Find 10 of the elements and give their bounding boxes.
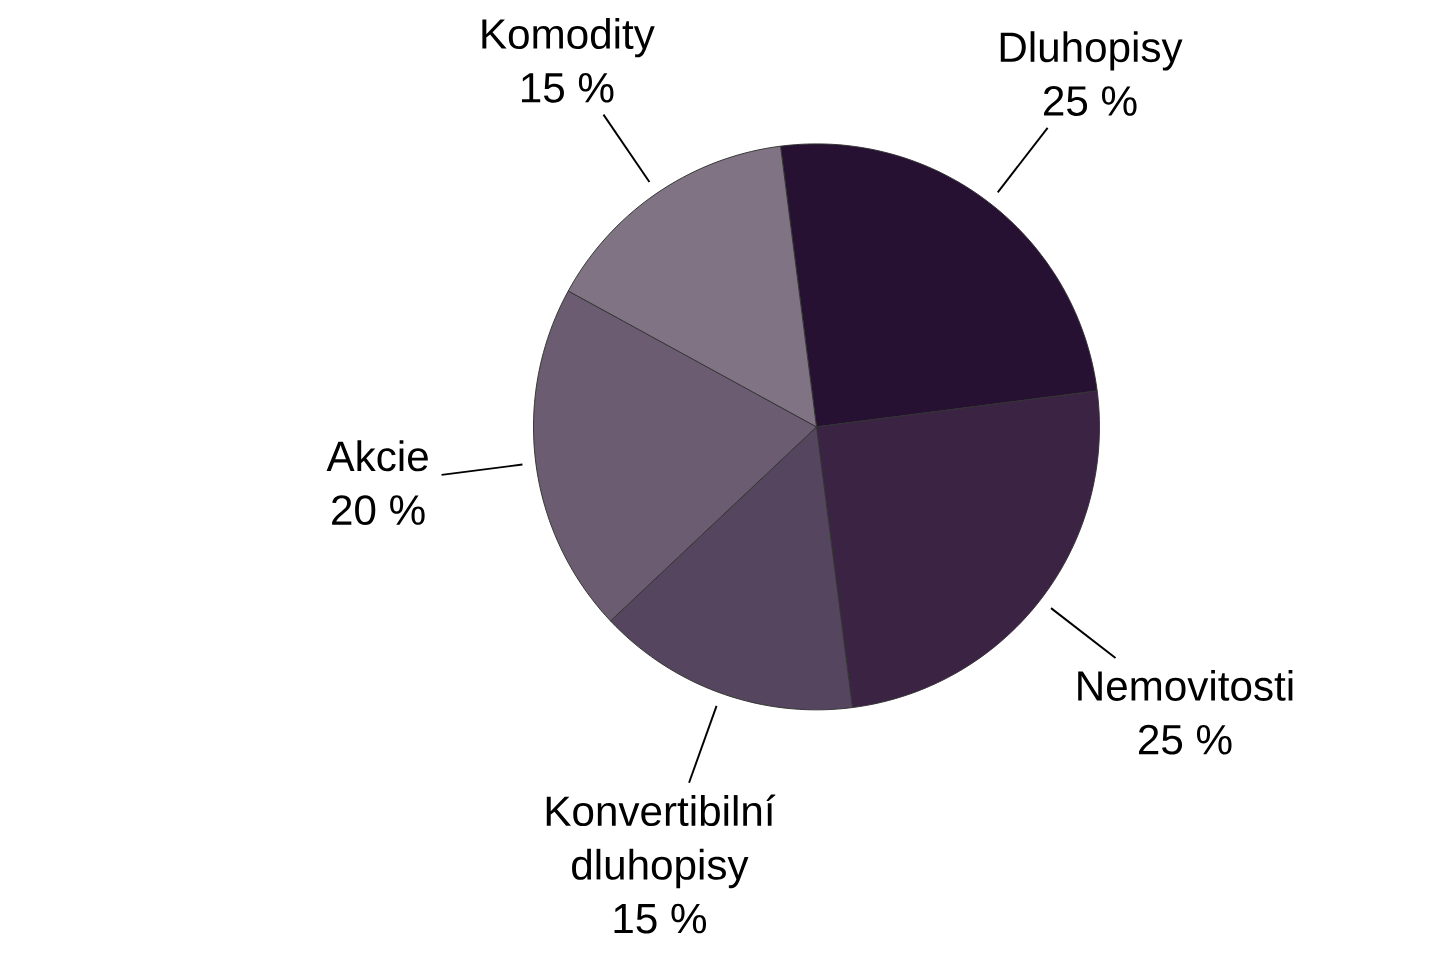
data-label: 20 % bbox=[332, 494, 425, 525]
data-label: 25 % bbox=[1044, 85, 1137, 116]
data-label: 15 % bbox=[614, 903, 707, 934]
slice-label: Nemovitosti bbox=[1078, 669, 1293, 701]
data-label: 15 % bbox=[522, 72, 614, 103]
slice-label: Konvertibilní dluhopisy bbox=[546, 794, 776, 888]
slice-label: Komodity bbox=[482, 17, 655, 58]
slice-label: Akcie bbox=[326, 440, 428, 472]
slice-label: Dluhopisy bbox=[1000, 31, 1183, 71]
data-label: 25 % bbox=[1139, 724, 1232, 755]
